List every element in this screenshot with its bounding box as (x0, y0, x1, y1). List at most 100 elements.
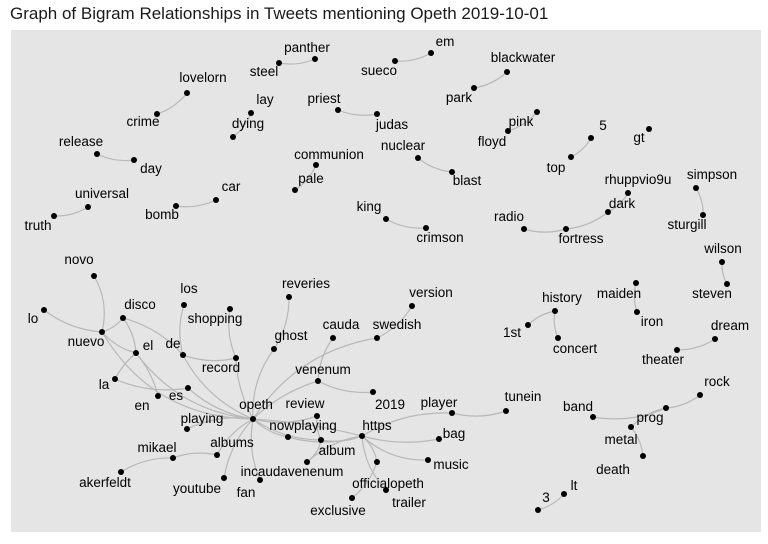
node-akerfeldt (118, 469, 124, 475)
node-label-steel: steel (250, 64, 279, 79)
node-label-pink: pink (509, 114, 534, 129)
node-pale (292, 187, 298, 193)
node-label-es: es (169, 388, 184, 403)
node-universal (85, 204, 91, 210)
node-label-lovelorn: lovelorn (179, 70, 226, 85)
node-label-concert: concert (553, 341, 598, 356)
node-label-dying: dying (232, 116, 264, 131)
edge-opeth-albums (216, 418, 254, 456)
node-label-version: version (409, 285, 453, 300)
node-label-truth: truth (24, 218, 51, 233)
node-label-car: car (222, 179, 241, 194)
edge-radio-fortress (523, 228, 567, 233)
node-label-5: 5 (599, 118, 607, 133)
node-floyd (505, 128, 511, 134)
node-release (94, 151, 100, 157)
node-label-sueco: sueco (361, 63, 397, 78)
edge-nuclear-blast (417, 157, 453, 173)
node-exclusive (349, 495, 355, 501)
node-day (131, 157, 137, 163)
node-steel (276, 60, 282, 66)
node-blast (449, 169, 455, 175)
node-trailer (383, 487, 389, 493)
edge-nuevo-lo (43, 309, 103, 333)
node-judas (374, 111, 380, 117)
node-label-lo: lo (28, 311, 39, 326)
node-priest (335, 107, 341, 113)
node-swedish (374, 335, 380, 341)
node-disco (120, 315, 126, 321)
node-label-floyd: floyd (478, 134, 507, 149)
edge-el-disco (122, 317, 137, 354)
node-label-reveries: reveries (282, 276, 330, 291)
edge-de-disco (122, 317, 184, 356)
node-fortress (563, 226, 569, 232)
node-park (471, 85, 477, 91)
edge-exclusive-officialopeth (351, 461, 378, 499)
edge-ghost-opeth (252, 348, 275, 420)
node-label-los: los (180, 281, 198, 296)
node-communion (313, 162, 319, 168)
node-label-universal: universal (75, 186, 129, 201)
node-venenum (315, 378, 321, 384)
node-iron (634, 309, 640, 315)
node-top (568, 154, 574, 160)
edge-player-tunein (451, 410, 507, 417)
edge-opeth-youtube (223, 418, 254, 479)
node-maiden (633, 280, 639, 286)
node-label-wilson: wilson (703, 241, 742, 256)
chart-title: Graph of Bigram Relationships in Tweets … (10, 4, 549, 23)
node-label-tunein: tunein (505, 389, 542, 404)
node-officialopeth (374, 459, 380, 465)
edge-mikael-akerfeldt (120, 457, 174, 473)
node-label-history: history (542, 290, 582, 305)
node-label-review: review (285, 396, 324, 411)
edge-truth-universal (53, 206, 89, 217)
node-crime (154, 111, 160, 117)
node-label-swedish: swedish (373, 317, 422, 332)
node-label-dark: dark (609, 196, 636, 211)
edge-crime-lovelorn (156, 92, 188, 115)
node-tunein (503, 408, 509, 414)
edge-albums-mikael (172, 452, 218, 459)
label-layer: panther steel em sueco blackwater park lovelor… (24, 34, 749, 518)
edge-venenum-2019 (317, 380, 374, 394)
node-truth (51, 213, 57, 219)
node-label-mikael: mikael (137, 440, 176, 455)
node-label-akerfeldt: akerfeldt (79, 475, 131, 490)
node-version (409, 303, 415, 309)
node-crimson (423, 225, 429, 231)
node-label-communion: communion (294, 147, 364, 162)
edge-ghost-reveries (273, 296, 290, 350)
node-label-nuevo: nuevo (68, 334, 105, 349)
node-label-1st: 1st (503, 325, 521, 340)
node-label-fortress: fortress (558, 231, 603, 246)
edge-nuevo-novo (93, 275, 105, 333)
node-label-el: el (143, 338, 154, 353)
node-label-cauda: cauda (323, 317, 360, 332)
node-rhuppvio9u (625, 190, 631, 196)
node-nuevo (99, 329, 105, 335)
node-lovelorn (184, 90, 190, 96)
node-record (233, 355, 239, 361)
node-label-crime: crime (127, 114, 160, 129)
node-radio (521, 226, 527, 232)
node-death (640, 453, 646, 459)
node-label-blackwater: blackwater (491, 50, 556, 65)
node-concert (555, 335, 561, 341)
node-label-prog: prog (636, 410, 663, 425)
edge-swedish-version (376, 305, 413, 339)
node-sturgill (700, 212, 706, 218)
node-label-playing: playing (181, 411, 224, 426)
node-https (359, 433, 365, 439)
node-label-de: de (165, 336, 180, 351)
node-5 (588, 135, 594, 141)
node-bag (436, 436, 442, 442)
node-player (449, 410, 455, 416)
edge-bomb-car (175, 199, 217, 208)
node-label-top: top (547, 160, 566, 175)
node-1st (525, 322, 531, 328)
node-label-dream: dream (711, 318, 749, 333)
node-label-theater: theater (642, 352, 685, 367)
